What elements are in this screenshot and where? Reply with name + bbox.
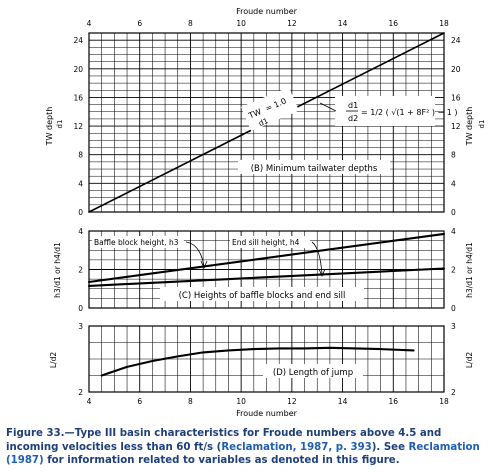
x-tick-label-top: 6 <box>137 19 142 28</box>
y-axis-title-left-C: L/d2 <box>49 352 58 368</box>
caption-part1: Figure 33.—Type III basin characteristic… <box>6 428 442 453</box>
x-tick-label-top: 16 <box>389 19 399 28</box>
panel-title: (B) Minimum tailwater depths <box>251 164 378 174</box>
panel-title: (C) Heights of baffle blocks and end sil… <box>179 291 346 301</box>
y-axis-title-left-B: h3/d1 or h4/d1 <box>53 242 62 298</box>
series-arrow-baffle <box>200 260 208 270</box>
panel-title-bg <box>160 287 364 301</box>
y-tick-label-right: 3 <box>451 322 456 331</box>
x-tick-label-top: 8 <box>188 19 193 28</box>
x-tick-label-bottom: 6 <box>137 397 142 406</box>
x-tick-label-bottom: 8 <box>188 397 193 406</box>
caption-part3: for information related to variables as … <box>43 455 400 466</box>
y-tick-label-right: 8 <box>451 151 456 160</box>
y-tick-label-left: 2 <box>78 388 83 397</box>
y-tick-label-left: 16 <box>73 93 83 102</box>
y-tick-label-left: 12 <box>73 122 83 131</box>
panel-frames <box>88 32 445 393</box>
x-tick-label-top: 10 <box>236 19 246 28</box>
y-tick-label-left: 0 <box>78 208 83 217</box>
y-tick-label-left: 4 <box>78 179 83 188</box>
line-label-bg <box>240 86 300 132</box>
y-axis-title-right-C: L/d2 <box>465 352 474 368</box>
x-tick-label-bottom: 12 <box>287 397 297 406</box>
panel-frame-C <box>88 325 445 393</box>
y-tick-label-right: 24 <box>451 36 461 45</box>
y-tick-label-left: 2 <box>78 266 83 275</box>
caption-ref1-link[interactable]: Reclamation, 1987, p. 393 <box>221 441 372 453</box>
equation-leader <box>319 102 337 112</box>
series-label-endsill: End sill height, h4 <box>232 238 300 247</box>
panel-title-bg <box>238 160 390 174</box>
x-tick-label-top: 12 <box>287 19 297 28</box>
x-tick-label-bottom: 10 <box>236 397 246 406</box>
y-tick-label-right: 4 <box>451 179 456 188</box>
series-leader-baffle <box>185 241 205 267</box>
x-tick-label-bottom: 18 <box>439 397 449 406</box>
y-tick-label-right: 0 <box>451 304 456 313</box>
equation-rhs: = 1/2 ( √(1 + 8F² ) − 1 ) <box>361 108 458 117</box>
y-tick-label-left: 8 <box>78 151 83 160</box>
y-tick-label-right: 20 <box>451 65 461 74</box>
y-tick-label-right: 4 <box>451 227 456 236</box>
series-label-bg <box>92 236 184 248</box>
y-tick-label-left: 4 <box>78 227 83 236</box>
x-tick-label-bottom: 16 <box>389 397 399 406</box>
series-arrow-endsill <box>318 268 326 278</box>
y-axis-subtitle-left-A: d1 <box>56 120 64 129</box>
equation-lhs-den: d2 <box>348 114 358 123</box>
series-leader-endsill <box>311 241 323 275</box>
caption-part2: ). See <box>371 441 409 453</box>
y-axis-subtitle-right-A: d1 <box>478 120 486 129</box>
x-tick-label-top: 18 <box>439 19 449 28</box>
y-tick-label-left: 20 <box>73 65 83 74</box>
caption-ref2-link[interactable]: Reclamation (1987) <box>6 441 480 467</box>
x-tick-label-top: 4 <box>87 19 92 28</box>
y-tick-label-left: 0 <box>78 304 83 313</box>
panel-title: (D) Length of jump <box>273 368 353 378</box>
line-label-d1: d1 <box>257 116 270 128</box>
series-line-B-0 <box>87 232 446 284</box>
x-tick-label-bottom: 4 <box>87 397 92 406</box>
series-line-B-1 <box>87 267 446 287</box>
x-tick-label-top: 14 <box>338 19 348 28</box>
y-tick-label-right: 2 <box>451 266 456 275</box>
y-axis-title-left-A: TW depth <box>45 107 54 147</box>
series-line-C-0 <box>100 346 415 377</box>
panel-frame-A <box>88 32 445 213</box>
y-tick-label-right: 12 <box>451 122 461 131</box>
y-tick-label-right: 2 <box>451 388 456 397</box>
y-tick-label-left: 24 <box>73 36 83 45</box>
series-label-baffle: Baffle block height, h3 <box>94 238 179 247</box>
y-tick-label-right: 0 <box>451 208 456 217</box>
top-axis-title: Froude number <box>236 7 298 16</box>
y-tick-label-right: 16 <box>451 93 461 102</box>
equation-lhs-num: d1 <box>348 101 358 110</box>
series-label-bg <box>230 236 310 248</box>
y-axis-title-right-B: h3/d1 or h4/d1 <box>465 242 474 298</box>
panel-title-bg <box>263 364 363 378</box>
figure-caption: Figure 33.—Type III basin characteristic… <box>6 427 494 468</box>
y-tick-label-left: 3 <box>78 322 83 331</box>
x-tick-label-bottom: 14 <box>338 397 348 406</box>
y-axis-title-right-A: TW depth <box>465 107 474 147</box>
x-axis-title: Froude number <box>236 409 298 418</box>
